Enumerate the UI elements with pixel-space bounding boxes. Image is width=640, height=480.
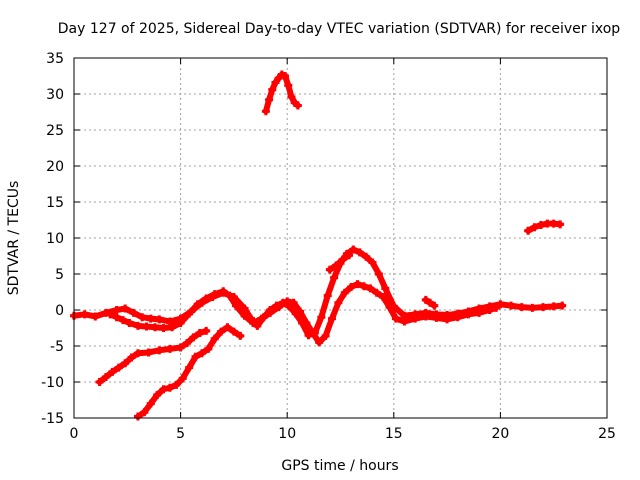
series-track-6 [524, 219, 565, 235]
x-tick-label: 5 [176, 426, 185, 442]
y-tick-label: 30 [46, 87, 64, 103]
data-point [202, 326, 211, 335]
data-point [345, 251, 354, 260]
y-tick-label: -15 [41, 411, 64, 427]
series-track-4 [133, 323, 245, 421]
x-tick-label: 15 [385, 426, 403, 442]
data-point [293, 101, 302, 110]
data-point [236, 331, 245, 340]
y-tick-label: 25 [46, 123, 64, 139]
data-point [558, 301, 567, 310]
x-axis-label: GPS time / hours [281, 458, 398, 474]
chart-title: Day 127 of 2025, Sidereal Day-to-day VTE… [58, 21, 621, 37]
y-axis-label: SDTVAR / TECUs [6, 181, 22, 296]
y-tick-label: 10 [46, 231, 64, 247]
data-point [556, 220, 565, 229]
series-track-2 [106, 280, 501, 347]
y-tick-label: 15 [46, 195, 64, 211]
y-tick-label: 20 [46, 159, 64, 175]
y-tick-labels: -15 -10 -5 0 5 10 15 20 25 30 35 [41, 51, 64, 427]
x-tick-label: 10 [278, 426, 296, 442]
series-track-5 [261, 70, 302, 116]
y-tick-label: 5 [55, 267, 64, 283]
series-track-3 [95, 326, 211, 386]
x-tick-label: 0 [70, 426, 79, 442]
data-point [430, 301, 439, 310]
series-track-8 [421, 295, 439, 310]
series-track-7 [325, 251, 354, 274]
y-tick-label: -10 [41, 375, 64, 391]
grid-lines [74, 58, 607, 418]
y-tick-label: -5 [50, 339, 64, 355]
data-point [492, 303, 501, 312]
data-points [70, 70, 567, 421]
x-tick-labels: 0 5 10 15 20 25 [70, 426, 616, 442]
x-tick-label: 25 [598, 426, 616, 442]
tick-marks [73, 57, 608, 419]
x-tick-label: 20 [491, 426, 509, 442]
y-tick-label: 0 [55, 303, 64, 319]
y-tick-label: 35 [46, 51, 64, 67]
